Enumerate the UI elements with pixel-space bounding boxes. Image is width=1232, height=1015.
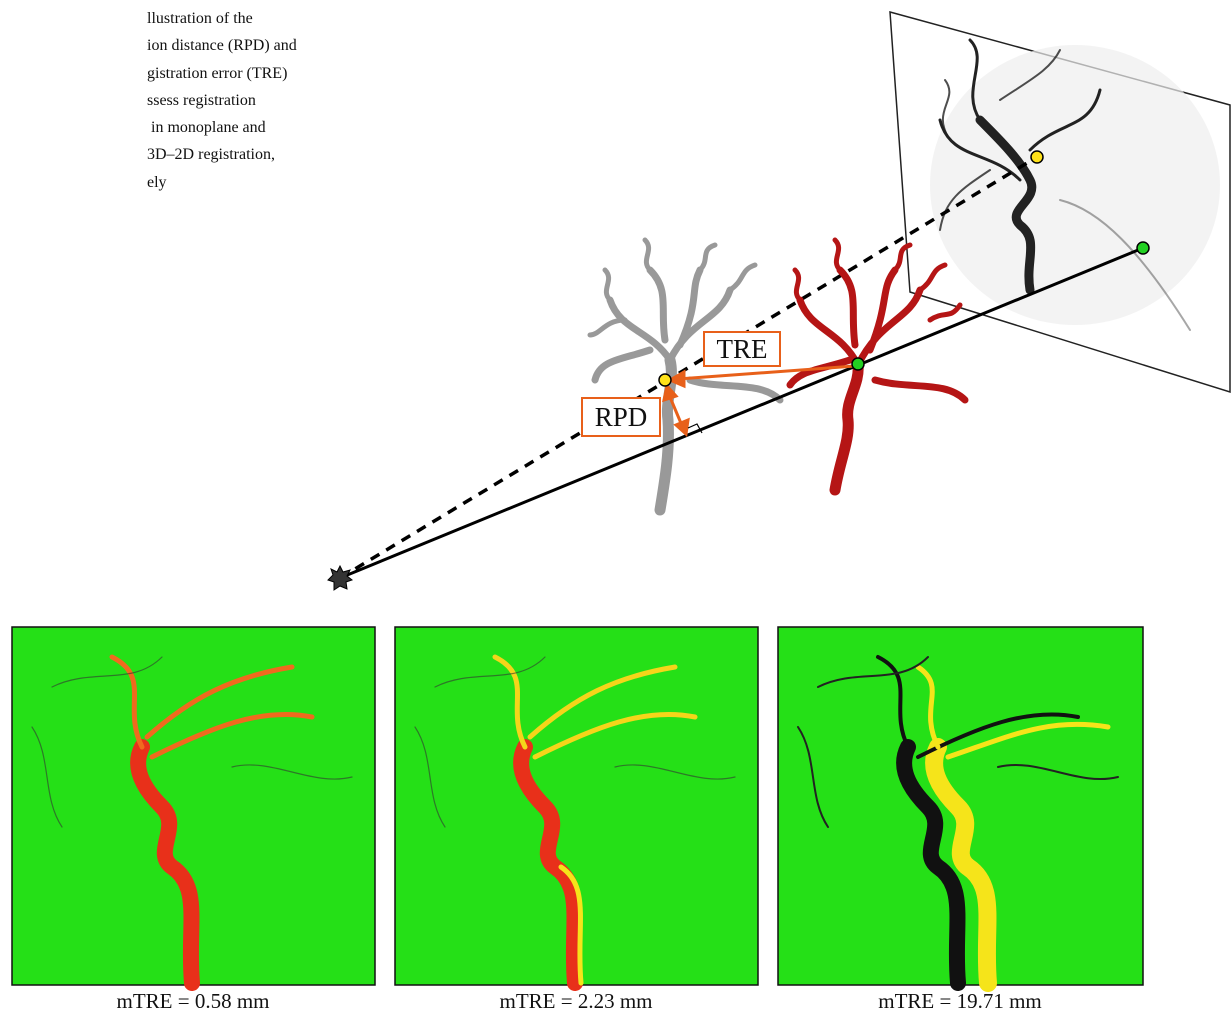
- panel-caption: mTRE = 0.58 mm: [116, 989, 269, 1013]
- caption-line: ssess registration: [147, 92, 256, 109]
- yellow-projection: [1031, 151, 1043, 163]
- figure: llustration of the ion distance (RPD) an…: [0, 0, 1232, 1015]
- solid-ray: [340, 248, 1143, 578]
- dashed-ray: [340, 157, 1037, 578]
- rpd-label: RPD: [595, 402, 648, 432]
- detector-plane: [890, 12, 1230, 392]
- caption: llustration of the ion distance (RPD) an…: [147, 10, 297, 191]
- caption-line: in monoplane and: [147, 119, 266, 136]
- source: [328, 566, 352, 590]
- yellow-point: [659, 374, 671, 386]
- arrows: [664, 366, 855, 434]
- page: llustration of the ion distance (RPD) an…: [0, 0, 1232, 1015]
- green-point: [852, 358, 864, 370]
- caption-line: 3D–2D registration,: [147, 146, 275, 163]
- panel-caption: mTRE = 19.71 mm: [878, 989, 1042, 1013]
- panel-caption: mTRE = 2.23 mm: [499, 989, 652, 1013]
- caption-line: gistration error (TRE): [147, 65, 287, 82]
- caption-line: llustration of the: [147, 10, 253, 27]
- green-projection: [1137, 242, 1149, 254]
- caption-line: ely: [147, 174, 167, 191]
- tre-label: TRE: [717, 334, 768, 364]
- caption-line: ion distance (RPD) and: [147, 37, 297, 54]
- panel: [395, 627, 758, 985]
- panel: [12, 627, 375, 985]
- panel: [778, 627, 1143, 985]
